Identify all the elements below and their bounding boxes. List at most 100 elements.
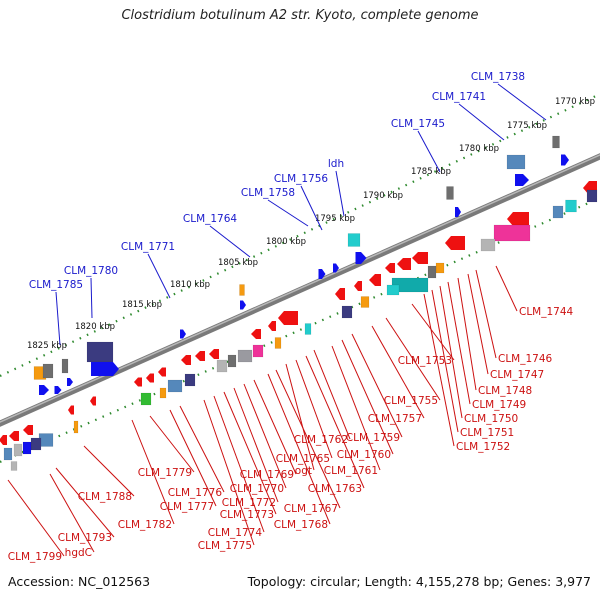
- gene-label-clm-1756[interactable]: CLM_1756: [274, 173, 329, 185]
- gene-label-clm-1741[interactable]: CLM_1741: [432, 91, 486, 103]
- gene-label-clm-1763[interactable]: CLM_1763: [308, 483, 362, 495]
- gene-feature[interactable]: [427, 265, 437, 279]
- gene-label-clm-1762[interactable]: CLM_1762: [294, 434, 348, 446]
- gene-feature[interactable]: [385, 263, 395, 273]
- gene-feature[interactable]: [22, 441, 32, 455]
- gene-feature[interactable]: [180, 329, 186, 339]
- gene-label-hgdc[interactable]: hgdC: [65, 547, 92, 559]
- gene-label-clm-1752[interactable]: CLM_1752: [456, 441, 510, 453]
- gene-feature[interactable]: [445, 236, 465, 250]
- gene-label-clm-1759[interactable]: CLM_1759: [346, 432, 400, 444]
- gene-feature[interactable]: [278, 311, 298, 325]
- gene-feature[interactable]: [335, 288, 345, 300]
- gene-label-clm-1793[interactable]: CLM_1793: [58, 532, 112, 544]
- gene-feature[interactable]: [30, 437, 42, 451]
- gene-feature[interactable]: [39, 385, 49, 395]
- gene-feature[interactable]: [507, 212, 529, 226]
- gene-feature[interactable]: [360, 296, 370, 308]
- gene-label-clm-1745[interactable]: CLM_1745: [391, 118, 445, 130]
- gene-feature[interactable]: [3, 447, 13, 461]
- gene-feature[interactable]: [565, 199, 577, 213]
- gene-label-clm-1788[interactable]: CLM_1788: [78, 491, 132, 503]
- gene-label-clm-1771[interactable]: CLM_1771: [121, 241, 175, 253]
- gene-label-clm-1765[interactable]: CLM_1765: [276, 453, 330, 465]
- gene-feature[interactable]: [134, 377, 142, 387]
- gene-feature[interactable]: [268, 321, 276, 331]
- gene-feature[interactable]: [355, 252, 367, 264]
- gene-feature[interactable]: [23, 425, 33, 435]
- gene-feature[interactable]: [227, 354, 237, 368]
- gene-feature[interactable]: [304, 323, 312, 335]
- gene-feature[interactable]: [184, 373, 196, 387]
- gene-label-ldh[interactable]: ldh: [328, 158, 344, 170]
- gene-feature[interactable]: [146, 373, 154, 383]
- gene-feature[interactable]: [239, 284, 245, 296]
- gene-label-clm-1750[interactable]: CLM_1750: [464, 413, 518, 425]
- gene-label-clm-1744[interactable]: CLM_1744: [519, 306, 574, 318]
- gene-label-clm-1776[interactable]: CLM_1776: [168, 487, 223, 499]
- gene-feature[interactable]: [91, 362, 119, 376]
- gene-label-clm-1767[interactable]: CLM_1767: [284, 503, 338, 515]
- gene-feature[interactable]: [318, 269, 326, 279]
- gene-feature[interactable]: [195, 351, 205, 361]
- gene-label-clm-1749[interactable]: CLM_1749: [472, 399, 526, 411]
- gene-feature[interactable]: [13, 443, 23, 457]
- gene-feature[interactable]: [61, 358, 69, 374]
- gene-label-clm-1777[interactable]: CLM_1777: [160, 501, 214, 513]
- gene-feature[interactable]: [493, 224, 531, 242]
- gene-feature[interactable]: [341, 305, 353, 319]
- gene-feature[interactable]: [252, 344, 264, 358]
- gene-label-clm-1785[interactable]: CLM_1785: [29, 279, 83, 291]
- gene-label-clm-1755[interactable]: CLM_1755: [384, 395, 438, 407]
- gene-label-clm-1769[interactable]: CLM_1769: [240, 469, 294, 481]
- gene-feature[interactable]: [347, 233, 361, 247]
- gene-feature[interactable]: [167, 379, 183, 393]
- gene-label-clm-1764[interactable]: CLM_1764: [183, 213, 238, 225]
- gene-label-clm-1770[interactable]: CLM_1770: [230, 483, 284, 495]
- gene-label-clm-1738[interactable]: CLM_1738: [471, 71, 525, 83]
- gene-feature[interactable]: [586, 189, 598, 203]
- gene-label-clm-1747[interactable]: CLM_1747: [490, 369, 544, 381]
- gene-feature[interactable]: [209, 349, 219, 359]
- gene-label-clm-1773[interactable]: CLM_1773: [220, 509, 274, 521]
- gene-feature[interactable]: [54, 386, 62, 394]
- gene-feature[interactable]: [506, 154, 526, 170]
- gene-label-clm-1751[interactable]: CLM_1751: [460, 427, 514, 439]
- gene-feature[interactable]: [333, 263, 339, 273]
- gene-feature[interactable]: [237, 349, 253, 363]
- gene-label-clm-1775[interactable]: CLM_1775: [198, 540, 252, 552]
- gene-feature[interactable]: [446, 186, 454, 200]
- gene-label-clm-1780[interactable]: CLM_1780: [64, 265, 118, 277]
- gene-label-clm-1757[interactable]: CLM_1757: [368, 413, 422, 425]
- gene-feature[interactable]: [73, 420, 79, 434]
- gene-feature[interactable]: [90, 396, 96, 406]
- gene-feature[interactable]: [369, 274, 381, 286]
- gene-label-clm-1761[interactable]: CLM_1761: [324, 465, 378, 477]
- gene-feature[interactable]: [42, 363, 54, 379]
- gene-label-clm-1774[interactable]: CLM_1774: [208, 527, 263, 539]
- gene-feature[interactable]: [354, 281, 362, 291]
- gene-label-clm-1748[interactable]: CLM_1748: [478, 385, 532, 397]
- gene-feature[interactable]: [67, 378, 73, 386]
- gene-feature[interactable]: [181, 355, 191, 365]
- gene-label-clm-1760[interactable]: CLM_1760: [337, 449, 391, 461]
- gene-feature[interactable]: [0, 435, 7, 445]
- gene-feature[interactable]: [251, 329, 261, 339]
- gene-feature[interactable]: [435, 262, 445, 274]
- gene-feature[interactable]: [140, 392, 152, 406]
- gene-feature[interactable]: [86, 341, 114, 363]
- gene-feature[interactable]: [274, 337, 282, 349]
- gene-feature[interactable]: [68, 405, 74, 415]
- gene-feature[interactable]: [480, 238, 496, 252]
- gene-label-clm-1768[interactable]: CLM_1768: [274, 519, 328, 531]
- gene-feature[interactable]: [455, 207, 461, 217]
- gene-feature[interactable]: [552, 205, 564, 219]
- gene-feature[interactable]: [515, 174, 529, 186]
- gene-feature[interactable]: [159, 387, 167, 399]
- gene-label-clm-1782[interactable]: CLM_1782: [118, 519, 172, 531]
- gene-label-clm-1799[interactable]: CLM_1799: [8, 551, 62, 563]
- gene-feature[interactable]: [561, 154, 569, 166]
- gene-feature[interactable]: [386, 284, 400, 296]
- gene-label-clm-1746[interactable]: CLM_1746: [498, 353, 553, 365]
- gene-feature[interactable]: [552, 135, 560, 149]
